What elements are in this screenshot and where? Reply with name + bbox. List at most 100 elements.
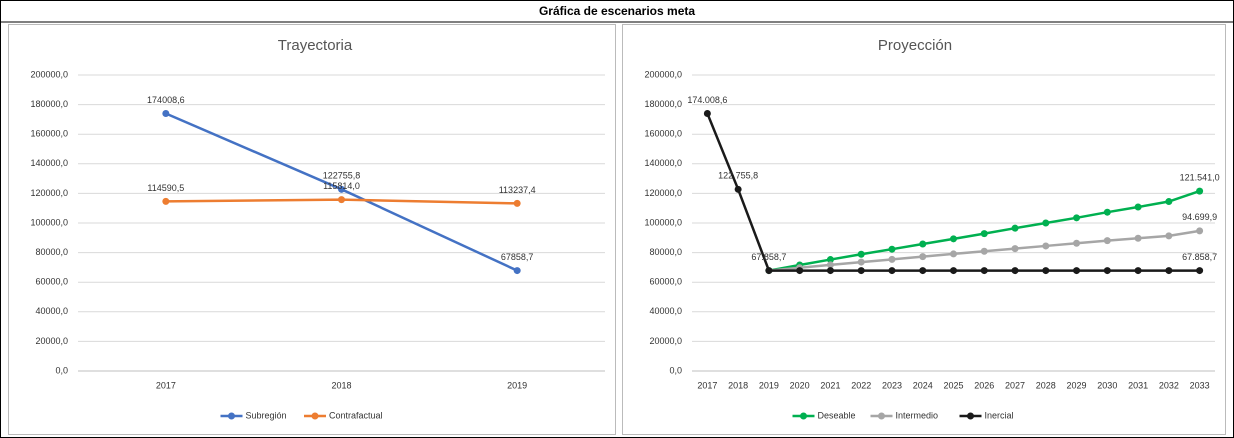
x-tick-label: 2017: [697, 380, 717, 390]
data-label: 113237,4: [499, 185, 536, 195]
data-point: [888, 267, 896, 275]
data-point: [1165, 232, 1173, 240]
legend-swatch: [967, 412, 974, 420]
x-tick-label: 2024: [913, 380, 933, 390]
data-point: [1196, 187, 1204, 195]
legend-label: Contrafactual: [329, 410, 383, 420]
data-point: [1103, 267, 1111, 275]
data-point: [950, 235, 957, 243]
data-point: [919, 240, 927, 248]
data-point: [826, 256, 834, 264]
y-tick-label: 120000,0: [644, 188, 682, 198]
chart-title: Proyección: [878, 37, 952, 54]
data-label: 122.755,8: [718, 171, 758, 181]
y-tick-label: 200000,0: [30, 69, 68, 79]
data-point: [796, 267, 804, 275]
y-tick-label: 200000,0: [644, 69, 682, 79]
data-label: 67858,7: [501, 252, 534, 262]
data-point: [888, 255, 896, 263]
y-tick-label: 40000,0: [649, 306, 682, 316]
data-point: [1103, 237, 1111, 245]
data-point: [919, 267, 927, 275]
data-label: 122755,8: [323, 171, 361, 181]
y-tick-label: 80000,0: [35, 247, 68, 257]
data-label: 121.541,0: [1180, 172, 1220, 182]
legend-swatch: [311, 412, 319, 420]
data-point: [1134, 234, 1142, 242]
x-tick-label: 2018: [331, 380, 351, 390]
legend-label: Inercial: [985, 410, 1014, 420]
x-tick-label: 2017: [156, 380, 176, 390]
data-label: 94.699,9: [1182, 212, 1217, 222]
data-point: [734, 185, 742, 193]
y-tick-label: 160000,0: [644, 129, 682, 139]
data-point: [1165, 198, 1173, 206]
header-title: Gráfica de escenarios meta: [539, 4, 695, 18]
data-point: [765, 267, 773, 275]
data-point: [1196, 267, 1204, 275]
data-point: [338, 196, 345, 204]
x-tick-label: 2028: [1036, 380, 1056, 390]
data-point: [1134, 267, 1142, 275]
data-point: [703, 109, 711, 117]
x-tick-label: 2029: [1067, 380, 1087, 390]
data-point: [857, 267, 865, 275]
data-label: 174.008,6: [687, 95, 727, 105]
data-point: [1011, 224, 1019, 232]
x-tick-label: 2020: [790, 380, 810, 390]
data-point: [950, 250, 957, 258]
data-point: [826, 267, 834, 275]
x-tick-label: 2033: [1190, 380, 1210, 390]
data-point: [857, 258, 865, 266]
data-label: 114590,5: [147, 183, 184, 193]
y-tick-label: 60000,0: [649, 277, 682, 287]
data-point: [980, 267, 988, 275]
y-tick-label: 180000,0: [30, 99, 68, 109]
data-point: [980, 230, 988, 238]
y-tick-label: 140000,0: [30, 158, 68, 168]
legend-label: Deseable: [818, 410, 856, 420]
x-tick-label: 2025: [943, 380, 963, 390]
x-tick-label: 2027: [1005, 380, 1025, 390]
data-point: [1134, 203, 1142, 211]
data-point: [1073, 267, 1081, 275]
data-point: [162, 197, 170, 205]
data-point: [1073, 239, 1081, 247]
y-tick-label: 60000,0: [35, 277, 68, 287]
y-tick-label: 0,0: [669, 365, 682, 375]
data-point: [1011, 267, 1019, 275]
chart-panel: [8, 24, 616, 435]
data-point: [1165, 267, 1173, 275]
y-tick-label: 80000,0: [649, 247, 682, 257]
y-tick-label: 140000,0: [644, 158, 682, 168]
data-label: 174008,6: [147, 95, 185, 105]
data-point: [1042, 242, 1050, 250]
y-tick-label: 100000,0: [644, 217, 682, 227]
data-point: [1042, 219, 1050, 227]
legend-label: Intermedio: [896, 410, 939, 420]
data-point: [338, 185, 345, 193]
x-tick-label: 2019: [759, 380, 779, 390]
y-tick-label: 20000,0: [35, 336, 68, 346]
y-tick-label: 160000,0: [30, 129, 68, 139]
chart-title: Trayectoria: [278, 37, 353, 54]
data-point: [1073, 214, 1081, 222]
data-point: [1103, 208, 1111, 216]
x-tick-label: 2022: [851, 380, 871, 390]
x-tick-label: 2018: [728, 380, 748, 390]
legend-swatch: [878, 412, 885, 420]
data-point: [857, 250, 865, 258]
data-point: [162, 109, 170, 117]
legend-label: Subregión: [246, 410, 287, 420]
data-point: [1011, 245, 1019, 253]
y-tick-label: 40000,0: [35, 306, 68, 316]
data-point: [950, 267, 957, 275]
x-tick-label: 2032: [1159, 380, 1179, 390]
data-label: 67.858,7: [751, 252, 786, 262]
data-point: [1042, 267, 1050, 275]
data-point: [513, 199, 521, 207]
x-tick-label: 2031: [1128, 380, 1148, 390]
data-point: [919, 253, 927, 261]
legend-swatch: [228, 412, 235, 420]
